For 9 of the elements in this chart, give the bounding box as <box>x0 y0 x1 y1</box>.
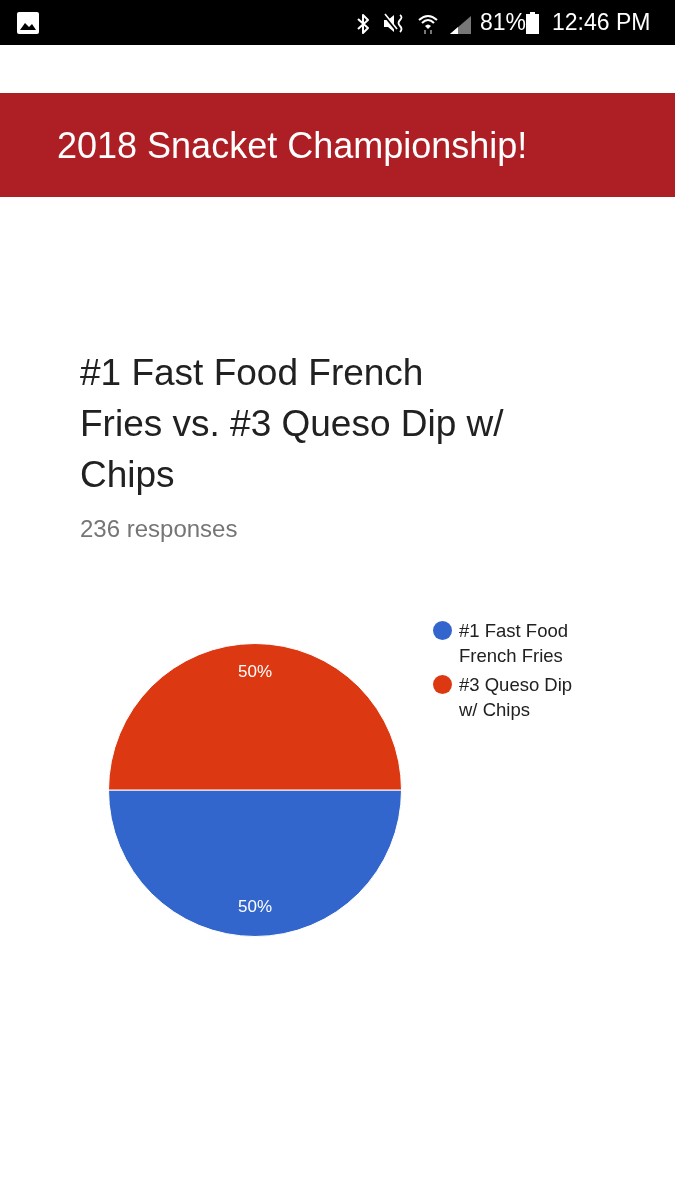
text: 2018 Snacket Championship! <box>57 124 528 168</box>
text: 12:46 PM <box>552 8 651 37</box>
legend-label: #3 Queso Dip w/ Chips <box>459 673 574 722</box>
chart-subtitle: 236 responses <box>80 514 238 544</box>
chart-title: #1 Fast Food French Fries vs. #3 Queso Dip w/ Chips <box>80 351 505 497</box>
data-label: 50% <box>237 896 273 916</box>
legend-label: #1 Fast Food French Fries <box>459 619 569 668</box>
text: 81% <box>480 8 527 37</box>
data-label: 50% <box>237 662 273 682</box>
